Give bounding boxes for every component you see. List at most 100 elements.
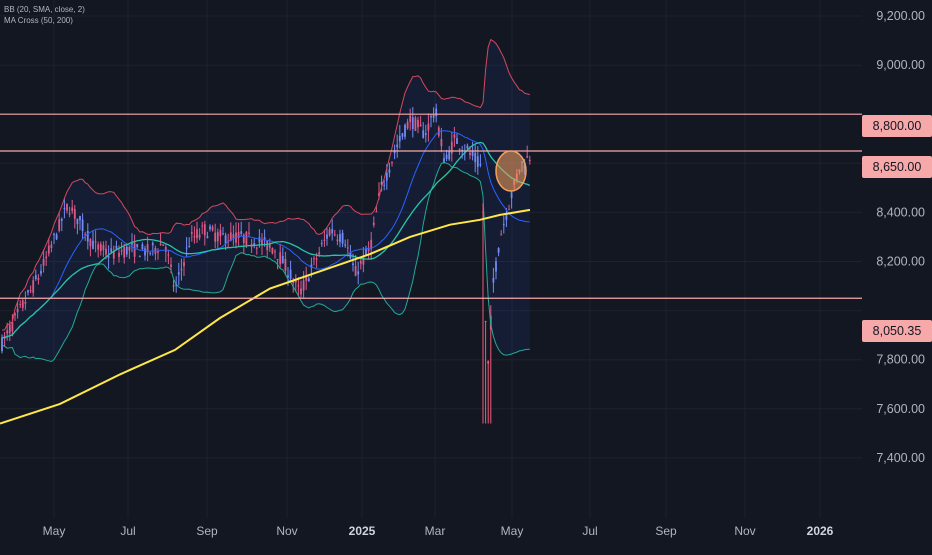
candle-body — [422, 130, 425, 138]
candle-body — [359, 260, 362, 264]
candle-body — [144, 248, 146, 256]
y-tick-label: 7,400.00 — [876, 451, 925, 465]
candle-body — [216, 232, 219, 242]
x-tick-label: Jul — [582, 524, 597, 538]
candle-body — [245, 231, 248, 246]
candle-body — [430, 115, 432, 118]
ma50-line — [1, 141, 531, 339]
candle-body — [404, 124, 406, 137]
candle-body — [21, 300, 24, 308]
level-tag-8050: 8,050.35 — [862, 320, 932, 342]
candle-body — [445, 154, 448, 159]
candle-body — [180, 269, 183, 271]
candle-body — [229, 232, 232, 241]
candle-body — [196, 229, 198, 239]
candle-body — [302, 280, 305, 291]
candle-body — [19, 304, 22, 306]
candle-body — [84, 234, 87, 236]
candle-body — [34, 275, 37, 280]
candle-body — [450, 141, 453, 154]
candle-body — [469, 152, 471, 155]
candle-body — [94, 241, 97, 243]
candle-body — [128, 247, 131, 251]
candle-body — [131, 243, 133, 245]
x-tick-label: Jul — [120, 524, 135, 538]
candle-body — [224, 235, 227, 244]
candle-body — [505, 214, 508, 220]
candle-body — [242, 234, 245, 243]
candle-body — [118, 252, 120, 257]
candle-body — [388, 169, 391, 173]
candle-body — [190, 232, 193, 234]
candle-body — [50, 244, 53, 248]
candle-body — [162, 244, 165, 246]
candle-body — [344, 244, 347, 246]
candle-body — [185, 247, 188, 249]
candle-body — [357, 271, 360, 275]
candle-body — [1, 337, 3, 352]
x-tick-label: 2026 — [807, 524, 834, 538]
candle-body — [380, 181, 383, 185]
candle-body — [170, 264, 172, 267]
candle-body — [188, 246, 191, 248]
candle-body — [396, 144, 399, 148]
candle-body — [328, 229, 331, 236]
candle-body — [370, 239, 373, 250]
x-tick-label: Sep — [196, 524, 218, 538]
candle-body — [346, 247, 349, 249]
candle-body — [102, 245, 105, 251]
candle-body — [66, 203, 68, 211]
candle-body — [248, 232, 250, 234]
legend-ma-cross[interactable]: MA Cross (50, 200) — [4, 16, 73, 25]
candle-body — [123, 246, 126, 258]
candle-body — [372, 222, 375, 226]
candle-body — [326, 234, 328, 239]
candle-body — [352, 263, 354, 266]
y-tick-label: 7,600.00 — [876, 402, 925, 416]
candle-body — [71, 207, 74, 212]
candle-body — [136, 244, 139, 247]
candle-body — [14, 313, 16, 316]
candle-body — [510, 192, 513, 198]
candle-body — [289, 269, 292, 279]
candle-body — [219, 230, 222, 237]
candle-body — [107, 256, 110, 258]
candle-body — [300, 288, 302, 295]
candle-body — [27, 290, 29, 293]
candle-body — [294, 279, 297, 283]
candle-body — [435, 108, 438, 117]
candle-body — [476, 156, 479, 167]
level-tag-8650: 8,650.00 — [862, 156, 932, 178]
candle-body — [378, 193, 380, 197]
candle-body — [60, 218, 63, 221]
candle-body — [448, 150, 451, 160]
candle-body — [502, 224, 505, 226]
candle-body — [497, 248, 500, 253]
candle-body — [211, 226, 214, 231]
candle-body — [63, 208, 66, 210]
candle-body — [253, 243, 256, 246]
candle-body — [89, 239, 92, 247]
candle-body — [266, 240, 269, 251]
candle-body — [315, 258, 318, 260]
candle-body — [323, 239, 326, 241]
candle-body — [313, 258, 315, 260]
candle-body — [383, 184, 386, 186]
y-tick-label: 8,400.00 — [876, 205, 925, 219]
candle-body — [336, 239, 339, 242]
candle-body — [320, 243, 323, 245]
candle-body — [331, 229, 334, 234]
candle-body — [424, 133, 427, 136]
candle-body — [482, 211, 484, 213]
x-tick-label: 2025 — [349, 524, 376, 538]
candle-body — [79, 216, 81, 221]
legend-bollinger-bands[interactable]: BB (20, SMA, close, 2) — [4, 5, 85, 14]
candle-body — [440, 138, 443, 147]
candle-body — [68, 213, 71, 215]
candle-body — [73, 209, 76, 219]
candle-body — [99, 243, 102, 252]
candle-body — [458, 148, 461, 150]
candle-body — [471, 151, 474, 156]
